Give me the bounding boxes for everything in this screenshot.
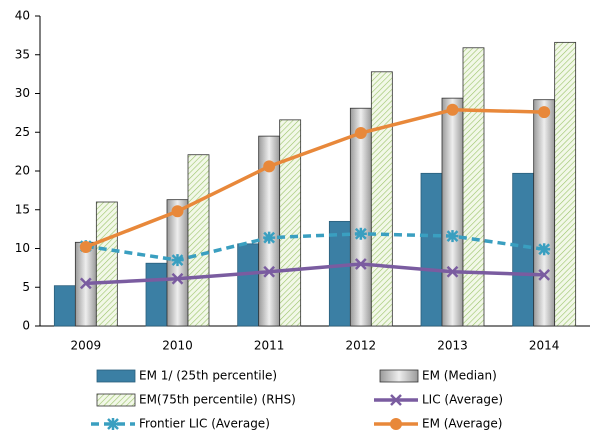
line <box>85 262 545 286</box>
point <box>354 258 367 270</box>
legend-marker <box>107 418 119 430</box>
point <box>354 227 367 240</box>
y-tick-label: 25 <box>15 125 30 139</box>
x-tick-label: 2010 <box>162 339 193 353</box>
legend-label: EM (Average) <box>422 417 502 431</box>
bar <box>441 97 464 327</box>
y-tick-label: 5 <box>22 280 30 294</box>
bar <box>279 119 302 327</box>
x-tick-label: 2009 <box>71 339 102 353</box>
bar <box>237 243 260 327</box>
bar <box>328 220 351 327</box>
point <box>79 277 92 290</box>
x-tick-label: 2011 <box>254 339 285 353</box>
point <box>354 127 367 140</box>
point <box>263 160 276 173</box>
y-tick-label: 30 <box>15 86 30 100</box>
point <box>171 205 184 218</box>
point <box>538 268 551 281</box>
bar <box>187 154 210 327</box>
y-tick-label: 35 <box>15 47 30 61</box>
bar <box>533 99 556 327</box>
legend-label: LIC (Average) <box>422 393 503 407</box>
point <box>79 240 92 253</box>
point <box>446 265 459 278</box>
legend-label: Frontier LIC (Average) <box>139 417 270 431</box>
legend-label: EM 1/ (25th percentile) <box>139 369 277 383</box>
y-tick-label: 40 <box>15 9 30 23</box>
bar <box>462 47 485 327</box>
bar <box>349 107 372 327</box>
point <box>263 265 276 278</box>
bar <box>420 172 443 327</box>
point <box>446 103 459 116</box>
x-tick-label: 2012 <box>346 339 377 353</box>
legend-label: EM(75th percentile) (RHS) <box>139 393 296 407</box>
legend-marker <box>390 394 402 406</box>
bar <box>554 41 577 327</box>
legend-marker <box>390 418 402 430</box>
legend-swatch <box>96 393 136 407</box>
x-tick-label: 2014 <box>529 339 560 353</box>
y-tick-label: 15 <box>15 202 30 216</box>
point <box>263 231 276 244</box>
y-tick-label: 0 <box>22 319 30 333</box>
point <box>538 243 551 256</box>
bar <box>512 172 535 327</box>
bar <box>53 285 76 327</box>
y-tick-label: 20 <box>15 164 30 178</box>
point <box>446 230 459 243</box>
legend-label: EM (Median) <box>422 369 497 383</box>
legend-swatch <box>379 369 419 383</box>
bar <box>145 262 168 327</box>
x-tick-label: 2013 <box>437 339 468 353</box>
bar <box>95 201 118 327</box>
point <box>171 272 184 285</box>
point <box>171 254 184 267</box>
line <box>85 108 545 249</box>
y-tick-label: 10 <box>15 241 30 255</box>
bar <box>370 71 393 327</box>
legend-swatch <box>96 369 136 383</box>
point <box>538 106 551 119</box>
